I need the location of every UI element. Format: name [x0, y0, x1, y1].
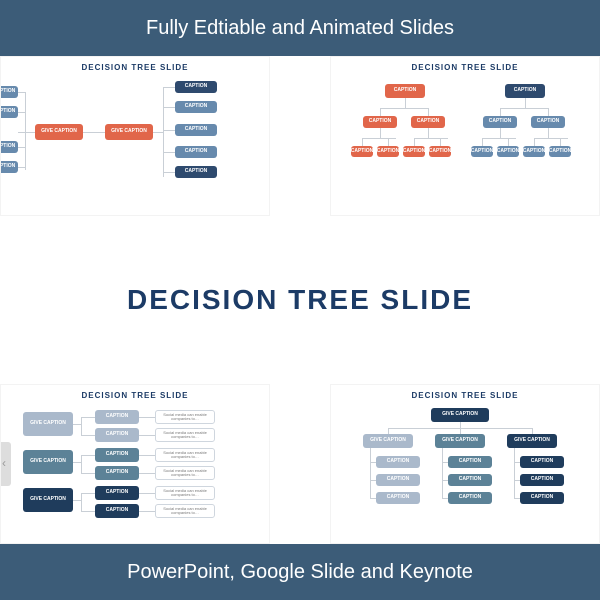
- node-give-caption: GIVE CAPTION: [363, 434, 413, 448]
- preview-grid: DECISION TREE SLIDE CAPTION CAPTION CAPT…: [0, 56, 600, 544]
- node-caption: CAPTION: [376, 474, 420, 486]
- top-banner: Fully Edtiable and Animated Slides: [0, 0, 600, 56]
- node-caption: CAPTION: [95, 486, 139, 500]
- node-caption: CAPTION: [95, 428, 139, 442]
- bottom-banner: PowerPoint, Google Slide and Keynote: [0, 544, 600, 600]
- gap: [270, 56, 330, 216]
- node-caption: CAPTION: [520, 456, 564, 468]
- title-row: DECISION TREE SLIDE: [0, 216, 600, 384]
- node-caption: CAPTION: [0, 106, 18, 118]
- node-caption: CAPTION: [95, 466, 139, 480]
- slide3-body: GIVE CAPTION GIVE CAPTION GIVE CAPTION C…: [5, 404, 265, 539]
- node-caption: CAPTION: [0, 161, 18, 173]
- note-box: Social media can enable companies to…: [155, 504, 215, 518]
- node-caption: CAPTION: [376, 492, 420, 504]
- node-caption: CAPTION: [448, 456, 492, 468]
- node-caption: CAPTION: [505, 84, 545, 98]
- slide-preview-2[interactable]: DECISION TREE SLIDE CAPTION CAPTION CAPT…: [330, 56, 600, 216]
- slide1-body: CAPTION CAPTION CAPTION CAPTION GIVE CAP…: [5, 76, 265, 211]
- note-box: Social media can enable companies to…: [155, 486, 215, 500]
- node-caption: CAPTION: [448, 492, 492, 504]
- row-top: DECISION TREE SLIDE CAPTION CAPTION CAPT…: [0, 56, 600, 216]
- node-caption: CAPTION: [0, 86, 18, 98]
- node-caption: CAPTION: [448, 474, 492, 486]
- node-give-caption: GIVE CAPTION: [431, 408, 489, 422]
- node-caption: CAPTION: [175, 166, 217, 178]
- node-caption: CAPTION: [175, 101, 217, 113]
- node-caption: CAPTION: [175, 81, 217, 93]
- slide-preview-3[interactable]: DECISION TREE SLIDE GIVE CAPTION GIVE CA…: [0, 384, 270, 544]
- node-caption: CAPTION: [175, 146, 217, 158]
- node-caption: CAPTION: [429, 146, 451, 157]
- node-caption: CAPTION: [483, 116, 517, 128]
- slide2-body: CAPTION CAPTION CAPTION CAPTION CAPTION …: [335, 76, 595, 211]
- slide-preview-1[interactable]: DECISION TREE SLIDE CAPTION CAPTION CAPT…: [0, 56, 270, 216]
- node-give-caption: GIVE CAPTION: [105, 124, 153, 140]
- node-give-caption: GIVE CAPTION: [23, 450, 73, 474]
- note-box: Social media can enable companies to…: [155, 410, 215, 424]
- node-caption: CAPTION: [385, 84, 425, 98]
- node-caption: CAPTION: [175, 124, 217, 136]
- row-bottom: DECISION TREE SLIDE GIVE CAPTION GIVE CA…: [0, 384, 600, 544]
- note-box: Social media can enable companies to…: [155, 428, 215, 442]
- node-caption: CAPTION: [403, 146, 425, 157]
- node-caption: CAPTION: [95, 448, 139, 462]
- node-give-caption: GIVE CAPTION: [23, 488, 73, 512]
- node-give-caption: GIVE CAPTION: [507, 434, 557, 448]
- node-caption: CAPTION: [549, 146, 571, 157]
- node-caption: CAPTION: [523, 146, 545, 157]
- bottom-banner-text: PowerPoint, Google Slide and Keynote: [127, 561, 473, 584]
- node-caption: CAPTION: [376, 456, 420, 468]
- slide4-body: GIVE CAPTION GIVE CAPTION GIVE CAPTION G…: [335, 404, 595, 539]
- node-caption: CAPTION: [520, 492, 564, 504]
- node-caption: CAPTION: [95, 504, 139, 518]
- node-caption: CAPTION: [411, 116, 445, 128]
- gap: [270, 384, 330, 544]
- node-caption: CAPTION: [351, 146, 373, 157]
- slide-title: DECISION TREE SLIDE: [335, 63, 595, 72]
- node-caption: CAPTION: [0, 141, 18, 153]
- node-caption: CAPTION: [471, 146, 493, 157]
- slide-preview-4[interactable]: DECISION TREE SLIDE GIVE CAPTION GIVE CA…: [330, 384, 600, 544]
- node-give-caption: GIVE CAPTION: [35, 124, 83, 140]
- slide-title: DECISION TREE SLIDE: [5, 63, 265, 72]
- top-banner-text: Fully Edtiable and Animated Slides: [146, 17, 454, 40]
- node-give-caption: GIVE CAPTION: [435, 434, 485, 448]
- main-title: DECISION TREE SLIDE: [127, 284, 473, 316]
- slide-title: DECISION TREE SLIDE: [5, 391, 265, 400]
- note-box: Social media can enable companies to…: [155, 448, 215, 462]
- slide-title: DECISION TREE SLIDE: [335, 391, 595, 400]
- node-caption: CAPTION: [520, 474, 564, 486]
- node-caption: CAPTION: [531, 116, 565, 128]
- node-caption: CAPTION: [377, 146, 399, 157]
- node-give-caption: GIVE CAPTION: [23, 412, 73, 436]
- node-caption: CAPTION: [363, 116, 397, 128]
- node-caption: CAPTION: [497, 146, 519, 157]
- node-caption: CAPTION: [95, 410, 139, 424]
- note-box: Social media can enable companies to…: [155, 466, 215, 480]
